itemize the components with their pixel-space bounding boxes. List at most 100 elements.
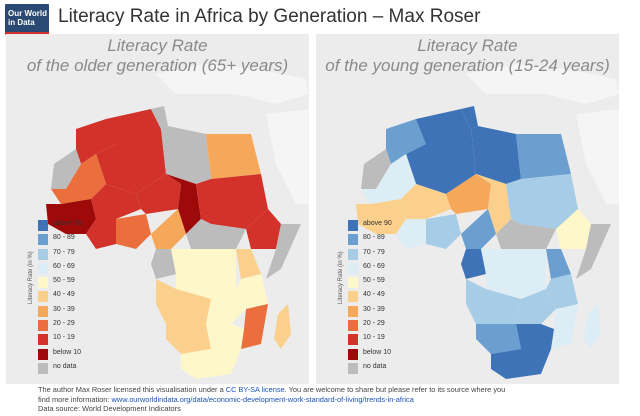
country-zimbabwe xyxy=(206,324,244,349)
country-tanzania xyxy=(236,274,268,309)
panel-title-young-2: of the young generation (15-24 years) xyxy=(325,56,610,75)
footer-line-2: find more information: www.ourworldindat… xyxy=(38,395,634,405)
country-cameroon xyxy=(461,209,496,249)
legend-item: 10 - 19 xyxy=(348,332,408,346)
legend-label: 30 - 39 xyxy=(363,305,385,313)
europe-region xyxy=(466,64,619,104)
country-western-sahara xyxy=(51,149,81,189)
legend-item: no data xyxy=(348,361,408,375)
legend-swatch xyxy=(38,220,48,231)
legend-item: no data xyxy=(38,361,98,375)
country-mali xyxy=(91,184,141,219)
legend-swatch xyxy=(38,305,48,317)
legend-swatch xyxy=(38,262,48,274)
legend-item: below 10 xyxy=(38,347,98,361)
legend-swatch xyxy=(38,277,48,289)
country-niger xyxy=(136,174,181,214)
country-somalia xyxy=(576,224,611,279)
legend-item: 70 - 79 xyxy=(38,247,98,261)
country-gabon-congo xyxy=(461,249,486,279)
legend-item: below 10 xyxy=(348,347,408,361)
footer-text: find more information: xyxy=(38,394,112,404)
country-uganda-kenya xyxy=(236,249,261,279)
legend-swatch xyxy=(348,305,358,317)
legend-label: 80 - 89 xyxy=(53,234,75,242)
legend-label: 80 - 89 xyxy=(363,234,385,242)
legend-label: 60 - 69 xyxy=(363,262,385,270)
legend-swatch xyxy=(348,234,358,246)
country-niger xyxy=(446,174,491,214)
country-tunisia xyxy=(151,106,168,129)
legend-label: 70 - 79 xyxy=(53,248,75,256)
legend-swatch xyxy=(38,348,48,360)
legend-swatch xyxy=(38,362,48,374)
country-tunisia xyxy=(461,106,478,129)
country-mozambique xyxy=(551,304,578,349)
legend-label: above 90 xyxy=(53,220,82,227)
country-namibia-botswana xyxy=(476,324,521,354)
legend-label: 50 - 59 xyxy=(53,277,75,285)
legend-item: 60 - 69 xyxy=(38,261,98,275)
country-egypt xyxy=(206,134,261,179)
legend-label: above 90 xyxy=(363,220,392,227)
country-libya xyxy=(161,126,211,184)
country-zimbabwe xyxy=(516,324,554,349)
country-ethiopia xyxy=(556,209,591,249)
legend-item: 80 - 89 xyxy=(348,232,408,246)
country-algeria xyxy=(406,109,476,194)
country-zambia xyxy=(206,289,246,324)
map-panel-older: Literacy Rate of the older generation (6… xyxy=(6,34,309,384)
country-morocco xyxy=(76,119,121,164)
legend-label: 40 - 49 xyxy=(53,291,75,299)
country-egypt xyxy=(516,134,571,179)
legend-item: 20 - 29 xyxy=(348,318,408,332)
source-link[interactable]: www.ourworldindata.org/data/economic-dev… xyxy=(111,394,414,404)
panel-title-young-1: Literacy Rate xyxy=(417,36,518,55)
legend-label: below 10 xyxy=(363,348,392,356)
legend-item: 30 - 39 xyxy=(348,304,408,318)
footer-text: The author Max Roser licensed this visua… xyxy=(38,385,226,394)
legend-item: 70 - 79 xyxy=(348,247,408,261)
footer: The author Max Roser licensed this visua… xyxy=(38,385,634,414)
country-ethiopia xyxy=(246,209,281,249)
country-uganda-kenya xyxy=(546,249,571,279)
country-tanzania xyxy=(546,274,578,309)
legend-item: 80 - 89 xyxy=(38,232,98,246)
middle-east-region xyxy=(266,109,309,204)
legend-older: above 90 80 - 89 70 - 79 60 - 69 50 - 59… xyxy=(38,218,98,375)
license-link[interactable]: CC BY-SA license xyxy=(225,385,285,394)
legend-item: 50 - 59 xyxy=(38,275,98,289)
country-cameroon xyxy=(151,209,186,249)
country-drc xyxy=(171,249,236,299)
legend-swatch xyxy=(348,262,358,274)
country-western-sahara xyxy=(361,149,391,189)
country-angola xyxy=(466,279,521,324)
legend-item: 60 - 69 xyxy=(348,261,408,275)
legend-swatch xyxy=(348,334,358,346)
legend-swatch xyxy=(348,248,358,260)
footer-text: . You are welcome to share but please re… xyxy=(284,385,506,394)
logo-line-1: Our World xyxy=(8,9,47,18)
legend-item: above 90 xyxy=(348,218,408,232)
map-panel-young: Literacy Rate of the young generation (1… xyxy=(316,34,619,384)
country-drc xyxy=(481,249,546,299)
legend-item: 20 - 29 xyxy=(38,318,98,332)
country-mauritania xyxy=(51,154,106,204)
legend-item: 10 - 19 xyxy=(38,332,98,346)
country-namibia-botswana xyxy=(166,324,211,354)
country-algeria xyxy=(96,109,166,194)
legend-young: above 90 80 - 89 70 - 79 60 - 69 50 - 59… xyxy=(348,218,408,375)
country-car xyxy=(496,219,556,249)
legend-swatch xyxy=(348,220,358,231)
europe-region xyxy=(156,64,309,104)
legend-swatch xyxy=(348,348,358,360)
country-mozambique xyxy=(241,304,268,349)
legend-item: 40 - 49 xyxy=(38,289,98,303)
panel-title-older-1: Literacy Rate xyxy=(107,36,208,55)
country-morocco xyxy=(386,119,431,164)
legend-swatch xyxy=(38,334,48,346)
legend-swatch xyxy=(38,291,48,303)
legend-item: 50 - 59 xyxy=(348,275,408,289)
country-south-africa xyxy=(181,349,241,379)
country-chad xyxy=(166,174,201,234)
